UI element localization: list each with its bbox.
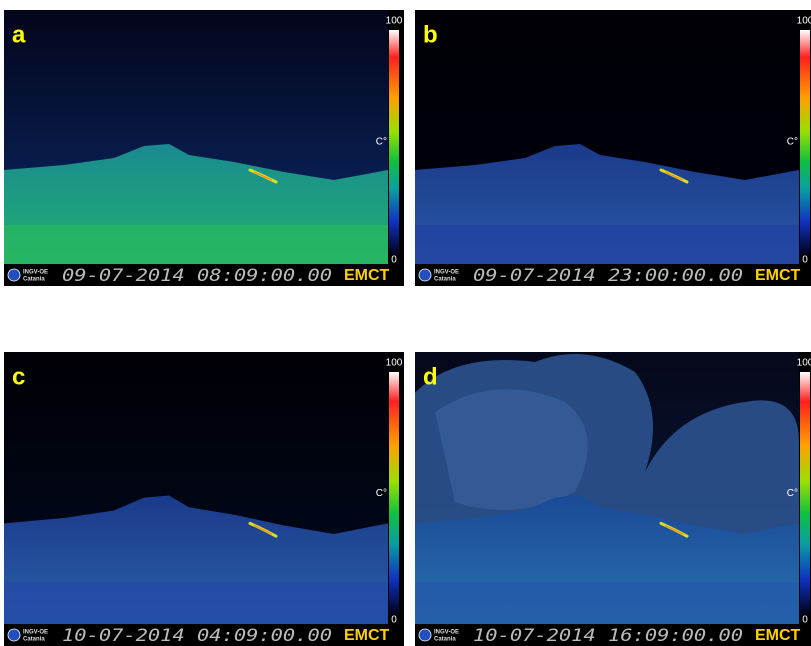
panel-label: a [12, 21, 26, 48]
logo-globe [419, 629, 431, 641]
figure: 1000C°aINGV-OECatania09-07-2014 08:09:00… [0, 0, 811, 646]
scale-max: 100 [386, 16, 403, 27]
station-code: EMCT [755, 267, 801, 284]
logo-sub: Catania [23, 637, 45, 643]
scale-max: 100 [797, 16, 811, 27]
timestamp: 10-07-2014 16:09:00.00 [473, 626, 743, 646]
logo-name: INGV-OE [23, 270, 48, 276]
scale-unit: C° [787, 137, 798, 148]
color-scale [800, 372, 810, 616]
foreground [415, 225, 799, 264]
scale-max: 100 [386, 358, 403, 369]
scale-unit: C° [376, 488, 387, 499]
logo-globe [8, 269, 20, 281]
logo-sub: Catania [434, 637, 456, 643]
scale-min: 0 [391, 615, 397, 626]
color-scale [800, 30, 810, 256]
scale-unit: C° [787, 488, 798, 499]
scale-max: 100 [797, 358, 811, 369]
thermal-image [4, 352, 388, 624]
foreground [4, 225, 388, 264]
timestamp: 10-07-2014 04:09:00.00 [62, 626, 332, 646]
thermal-image [415, 10, 799, 264]
scale-min: 0 [802, 615, 808, 626]
foreground [4, 582, 388, 624]
panel-label: c [12, 363, 25, 390]
station-code: EMCT [755, 627, 801, 644]
logo-name: INGV-OE [434, 630, 459, 636]
thermal-image [415, 352, 799, 624]
logo-sub: Catania [434, 277, 456, 283]
logo-globe [8, 629, 20, 641]
thermal-image [4, 10, 388, 264]
logo-name: INGV-OE [23, 630, 48, 636]
panel-label: d [423, 363, 438, 390]
panel-label: b [423, 21, 438, 48]
timestamp: 09-07-2014 23:00:00.00 [473, 266, 743, 286]
scale-min: 0 [391, 255, 397, 266]
logo-sub: Catania [23, 277, 45, 283]
color-scale [389, 30, 399, 256]
scale-min: 0 [802, 255, 808, 266]
plume-cloud [435, 389, 588, 510]
color-scale [389, 372, 399, 616]
logo-name: INGV-OE [434, 270, 459, 276]
station-code: EMCT [344, 267, 390, 284]
scale-unit: C° [376, 137, 387, 148]
station-code: EMCT [344, 627, 390, 644]
foreground [415, 582, 799, 624]
logo-globe [419, 269, 431, 281]
timestamp: 09-07-2014 08:09:00.00 [62, 266, 332, 286]
